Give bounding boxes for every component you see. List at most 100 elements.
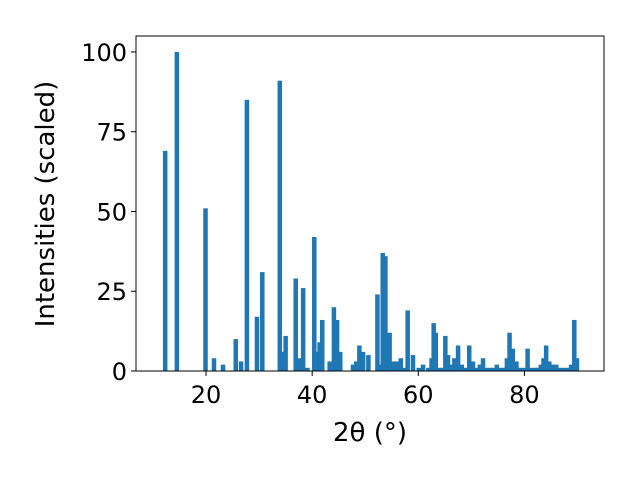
bar [565, 367, 570, 371]
y-tick-label: 100 [81, 39, 127, 67]
bar [319, 319, 325, 371]
bar [416, 367, 422, 371]
bar [572, 319, 577, 371]
bar [293, 278, 298, 371]
bar [487, 367, 493, 371]
bar [254, 316, 260, 371]
bar [338, 351, 343, 371]
bar [314, 351, 319, 371]
bar [541, 358, 546, 371]
bar [360, 351, 366, 371]
bar [238, 361, 244, 371]
plot-frame [135, 35, 605, 372]
bar [437, 367, 442, 371]
bar [510, 348, 515, 371]
bar [480, 358, 486, 371]
bar [211, 358, 217, 371]
y-tick-label: 75 [96, 119, 127, 147]
bar [220, 364, 226, 371]
bar [507, 332, 512, 371]
bar [494, 364, 500, 371]
y-axis-label: Intensities (scaled) [31, 81, 61, 328]
bar [380, 252, 385, 371]
bar [547, 361, 552, 371]
bars-group [162, 51, 580, 372]
bar [477, 364, 483, 371]
bar [334, 319, 340, 371]
bar [277, 80, 283, 372]
x-tick-label: 80 [509, 381, 540, 409]
bar [490, 367, 496, 371]
x-tick-label: 40 [297, 381, 328, 409]
bar [244, 99, 250, 371]
bar [514, 361, 519, 371]
bar [410, 355, 416, 371]
bar [553, 364, 559, 371]
plot-background [136, 36, 604, 371]
bar [440, 367, 445, 371]
bar [498, 367, 503, 371]
bar [331, 307, 337, 371]
bar [517, 367, 523, 371]
bar [470, 361, 476, 371]
x-tick-label: 20 [191, 381, 222, 409]
bar [501, 367, 506, 371]
bar [521, 367, 527, 371]
bar [543, 345, 549, 371]
bar [312, 237, 317, 371]
y-axis: 0 25 50 75 100 [81, 39, 136, 386]
bar [233, 339, 239, 371]
bar [459, 364, 465, 371]
bar [550, 364, 556, 371]
bar [174, 51, 180, 371]
bar [525, 348, 530, 371]
bar [283, 335, 288, 371]
y-tick-label: 0 [112, 358, 127, 386]
bar [350, 364, 356, 371]
bar [387, 332, 392, 371]
y-tick-label: 25 [96, 278, 127, 306]
bar [463, 367, 468, 371]
bar [297, 358, 303, 371]
bar [538, 364, 544, 371]
bar [317, 342, 322, 371]
bar [443, 335, 448, 371]
bar [466, 345, 472, 371]
bar [474, 367, 479, 371]
bar [280, 351, 285, 371]
bar [483, 367, 489, 371]
bar [162, 150, 168, 371]
x-axis-label: 2θ (°) [333, 418, 407, 448]
bar [353, 361, 359, 371]
bar [455, 345, 461, 371]
bar [448, 364, 454, 371]
bar [568, 364, 574, 371]
bar [327, 361, 332, 371]
x-axis: 20 40 60 80 [191, 371, 540, 409]
bar [357, 345, 362, 371]
bar [398, 358, 404, 371]
bar [394, 361, 400, 371]
x-tick-label: 60 [403, 381, 434, 409]
bar [391, 361, 396, 371]
bar [452, 358, 457, 371]
bar [203, 208, 208, 371]
bar [445, 355, 451, 371]
bar [533, 367, 538, 371]
bar [401, 367, 406, 371]
bar [433, 332, 439, 371]
bar [574, 358, 580, 371]
bar [405, 310, 410, 371]
bar [426, 367, 431, 371]
bar [529, 367, 534, 371]
bar [260, 272, 265, 371]
bar [561, 367, 566, 371]
y-tick-label: 50 [96, 198, 127, 226]
bar [420, 364, 426, 371]
bar [383, 256, 388, 371]
bar [557, 367, 563, 371]
bar [300, 288, 306, 371]
bar [375, 294, 380, 371]
